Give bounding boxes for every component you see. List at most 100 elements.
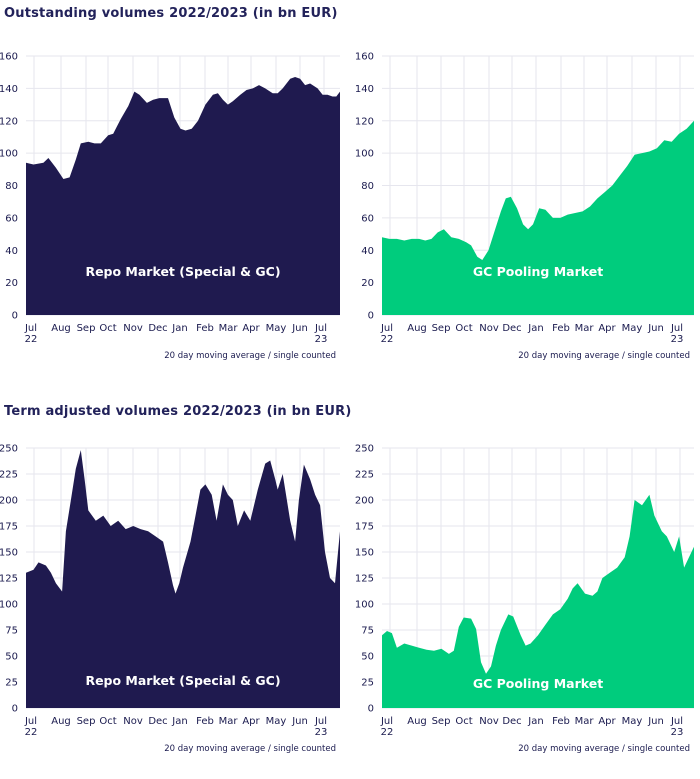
x-tick-label: Sep <box>432 323 451 334</box>
x-tick-label: Jan <box>527 716 543 727</box>
x-tick-label: Jun <box>291 716 308 727</box>
y-tick-label: 50 <box>5 652 18 663</box>
x-tick-label: Aug <box>51 323 71 334</box>
x-tick-label: Oct <box>99 716 116 727</box>
x-tick-label: Mar <box>575 716 595 727</box>
y-tick-label: 140 <box>0 84 18 95</box>
x-tick-label: Oct <box>99 323 116 334</box>
area-series <box>382 494 694 708</box>
y-tick-label: 60 <box>361 213 374 224</box>
chart-footnote: 20 day moving average / single counted <box>518 351 690 361</box>
y-tick-label: 75 <box>361 626 374 637</box>
y-tick-label: 60 <box>5 213 18 224</box>
x-tick-label: Apr <box>598 716 616 727</box>
series-label: Repo Market (Special & GC) <box>85 264 280 279</box>
y-tick-label: 80 <box>361 181 374 192</box>
x-tick-label: Nov <box>479 716 499 727</box>
y-tick-label: 250 <box>0 444 18 455</box>
x-tick-label: Sep <box>77 716 96 727</box>
series-label: GC Pooling Market <box>473 676 603 691</box>
y-tick-label: 150 <box>0 548 18 559</box>
y-tick-label: 50 <box>361 652 374 663</box>
y-tick-label: 20 <box>5 278 18 289</box>
x-tick-label: May <box>622 716 643 727</box>
x-tick-label: Dec <box>502 716 521 727</box>
x-tick-label: Aug <box>407 716 427 727</box>
x-tick-label: Jul 22 <box>24 323 37 345</box>
x-tick-label: Mar <box>575 323 595 334</box>
y-tick-label: 20 <box>361 278 374 289</box>
chart-footnote: 20 day moving average / single counted <box>164 351 336 361</box>
y-tick-label: 120 <box>355 116 374 127</box>
y-tick-label: 160 <box>0 52 18 63</box>
x-tick-label: Feb <box>196 716 214 727</box>
y-tick-label: 100 <box>355 600 374 611</box>
x-tick-label: Dec <box>502 323 521 334</box>
y-tick-label: 120 <box>0 116 18 127</box>
x-tick-label: Jan <box>527 323 543 334</box>
x-tick-label: Jul 23 <box>314 716 327 738</box>
x-tick-label: Apr <box>242 716 260 727</box>
y-tick-label: 250 <box>355 444 374 455</box>
x-tick-label: May <box>622 323 643 334</box>
y-tick-label: 100 <box>355 149 374 160</box>
y-tick-label: 200 <box>355 496 374 507</box>
x-tick-label: Oct <box>455 716 472 727</box>
series-label: GC Pooling Market <box>473 264 603 279</box>
y-tick-label: 40 <box>5 246 18 257</box>
y-tick-label: 225 <box>355 470 374 481</box>
x-tick-label: Mar <box>219 323 239 334</box>
x-tick-label: Feb <box>552 323 570 334</box>
x-tick-label: Jan <box>171 716 187 727</box>
x-tick-label: Aug <box>407 323 427 334</box>
y-tick-label: 80 <box>5 181 18 192</box>
x-tick-label: Jul 23 <box>670 323 683 345</box>
y-tick-label: 40 <box>361 246 374 257</box>
area-series <box>26 77 340 315</box>
x-tick-label: Nov <box>479 323 499 334</box>
y-tick-label: 160 <box>355 52 374 63</box>
y-tick-label: 0 <box>368 704 374 715</box>
x-tick-label: Sep <box>432 716 451 727</box>
x-tick-label: Jul 23 <box>314 323 327 345</box>
y-tick-label: 75 <box>5 626 18 637</box>
y-tick-label: 0 <box>12 311 18 322</box>
series-label: Repo Market (Special & GC) <box>85 673 280 688</box>
x-tick-label: Apr <box>242 323 260 334</box>
x-tick-label: Jul 22 <box>380 323 393 345</box>
x-tick-label: Nov <box>123 716 143 727</box>
x-tick-label: Jul 22 <box>24 716 37 738</box>
x-tick-label: Jun <box>291 323 308 334</box>
x-tick-label: Dec <box>148 323 167 334</box>
y-tick-label: 100 <box>0 149 18 160</box>
x-tick-label: Jan <box>171 323 187 334</box>
x-tick-label: May <box>266 716 287 727</box>
y-tick-label: 175 <box>0 522 18 533</box>
x-tick-label: Dec <box>148 716 167 727</box>
y-tick-label: 175 <box>355 522 374 533</box>
y-tick-label: 25 <box>361 678 374 689</box>
x-tick-label: Nov <box>123 323 143 334</box>
x-tick-label: May <box>266 323 287 334</box>
y-tick-label: 25 <box>5 678 18 689</box>
x-tick-label: Aug <box>51 716 71 727</box>
y-tick-label: 140 <box>355 84 374 95</box>
y-tick-label: 0 <box>368 311 374 322</box>
y-tick-label: 150 <box>355 548 374 559</box>
x-tick-label: Apr <box>598 323 616 334</box>
section-title-outstanding: Outstanding volumes 2022/2023 (in bn EUR… <box>4 6 338 21</box>
x-tick-label: Jul 23 <box>670 716 683 738</box>
x-tick-label: Jun <box>647 323 664 334</box>
chart-footnote: 20 day moving average / single counted <box>518 744 690 754</box>
area-series <box>382 120 694 315</box>
y-tick-label: 125 <box>355 574 374 585</box>
x-tick-label: Jun <box>647 716 664 727</box>
area-series <box>26 450 340 708</box>
x-tick-label: Jul 22 <box>380 716 393 738</box>
x-tick-label: Sep <box>77 323 96 334</box>
section-title-term-adjusted: Term adjusted volumes 2022/2023 (in bn E… <box>4 404 352 419</box>
